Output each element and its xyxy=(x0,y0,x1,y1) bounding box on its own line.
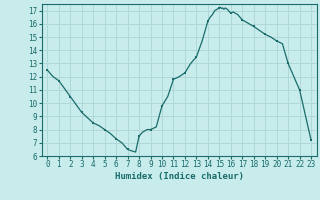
X-axis label: Humidex (Indice chaleur): Humidex (Indice chaleur) xyxy=(115,172,244,181)
